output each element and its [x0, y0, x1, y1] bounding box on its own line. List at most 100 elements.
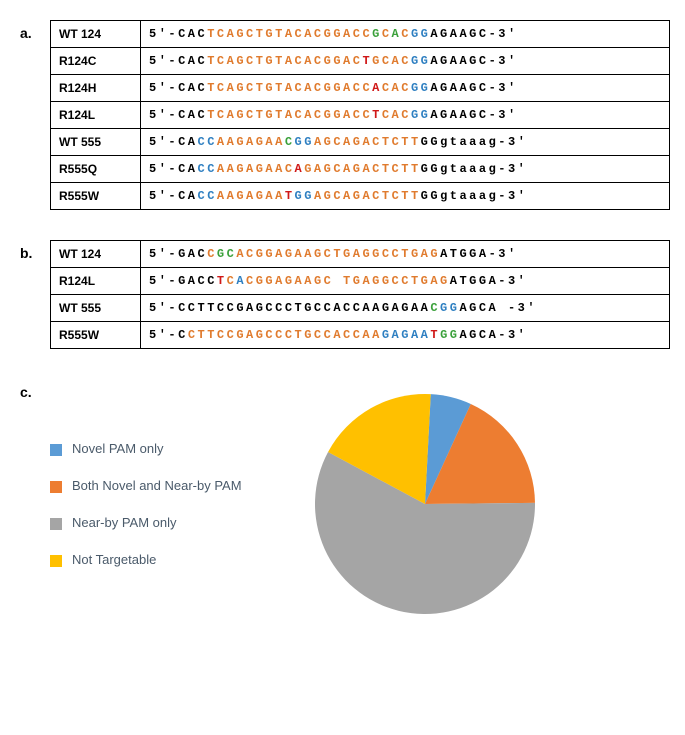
- legend-item: Novel PAM only: [50, 441, 260, 456]
- seq-segment: -3': [498, 162, 527, 176]
- seq-segment: ATGGA: [450, 274, 499, 288]
- table-row: R124C5'-CACTCAGCTGTACACGGACTGCACGGAGAAGC…: [51, 48, 670, 75]
- seq-segment: T: [430, 328, 440, 342]
- row-label: R124L: [51, 102, 141, 129]
- legend-item: Not Targetable: [50, 552, 260, 567]
- table-row: R555Q5'-CACCAAGAGAACAGAGCAGACTCTTGGgtaaa…: [51, 156, 670, 183]
- seq-segment: T: [372, 108, 382, 122]
- seq-segment: AGCAGACTCTT: [314, 189, 421, 203]
- sequence-table-a: WT 1245'-CACTCAGCTGTACACGGACCGCACGGAGAAG…: [50, 20, 670, 210]
- panel-a-label: a.: [20, 25, 32, 41]
- seq-segment: CAC: [382, 81, 411, 95]
- seq-segment: CC: [198, 189, 217, 203]
- seq-segment: CA: [178, 189, 197, 203]
- seq-segment: 5'-: [149, 81, 178, 95]
- seq-segment: GG: [421, 135, 440, 149]
- seq-segment: -3': [498, 328, 527, 342]
- seq-segment: -3': [489, 81, 518, 95]
- seq-segment: C: [227, 274, 237, 288]
- seq-segment: TCAGCTGTACACGGACC: [207, 81, 372, 95]
- table-row: R555W5'-CCTTCCGAGCCCTGCCACCAAGAGAATGGAGC…: [51, 322, 670, 349]
- seq-segment: GG: [411, 54, 430, 68]
- seq-segment: GAGAA: [382, 328, 431, 342]
- seq-segment: 5'-: [149, 54, 178, 68]
- table-row: R124L5'-GACCTCACGGAGAAGC TGAGGCCTGAGATGG…: [51, 268, 670, 295]
- seq-segment: -3': [498, 274, 527, 288]
- seq-segment: gtaaag: [440, 189, 498, 203]
- sequence-cell: 5'-GACCGCACGGAGAAGCTGAGGCCTGAGATGGA-3': [141, 241, 670, 268]
- seq-segment: GG: [421, 162, 440, 176]
- seq-segment: CAC: [178, 108, 207, 122]
- sequence-cell: 5'-CCTTCCGAGCCCTGCCACCAAGAGAACGGAGCA -3': [141, 295, 670, 322]
- row-label: R555W: [51, 183, 141, 210]
- seq-segment: CAC: [178, 81, 207, 95]
- legend-label: Both Novel and Near-by PAM: [72, 478, 242, 493]
- seq-segment: CA: [178, 162, 197, 176]
- seq-segment: A: [295, 162, 305, 176]
- sequence-table-b: WT 1245'-GACCGCACGGAGAAGCTGAGGCCTGAGATGG…: [50, 240, 670, 349]
- seq-segment: CC: [198, 135, 217, 149]
- seq-segment: GG: [295, 135, 314, 149]
- seq-segment: AGAAGC: [430, 54, 488, 68]
- seq-segment: 5'-: [149, 108, 178, 122]
- seq-segment: GAGCAGACTCTT: [304, 162, 420, 176]
- seq-segment: 5'-: [149, 328, 178, 342]
- seq-segment: GAC: [178, 247, 207, 261]
- seq-segment: C: [401, 27, 411, 41]
- seq-segment: CAC: [178, 27, 207, 41]
- seq-segment: 5'-: [149, 162, 178, 176]
- sequence-cell: 5'-CCTTCCGAGCCCTGCCACCAAGAGAATGGAGCA-3': [141, 322, 670, 349]
- legend-item: Near-by PAM only: [50, 515, 260, 530]
- seq-segment: GG: [440, 328, 459, 342]
- table-row: R555W5'-CACCAAGAGAATGGAGCAGACTCTTGGgtaaa…: [51, 183, 670, 210]
- legend-swatch: [50, 555, 62, 567]
- seq-segment: A: [372, 81, 382, 95]
- seq-segment: CCTTCCGAGCCCTGCCACCAAGAGAA: [178, 301, 430, 315]
- seq-segment: GG: [295, 189, 314, 203]
- seq-segment: CAC: [382, 108, 411, 122]
- seq-segment: C: [178, 328, 188, 342]
- row-label: R555W: [51, 322, 141, 349]
- legend-swatch: [50, 481, 62, 493]
- seq-segment: -3': [489, 54, 518, 68]
- seq-segment: CC: [198, 162, 217, 176]
- seq-segment: AAGAGAA: [217, 189, 285, 203]
- seq-segment: CA: [178, 135, 197, 149]
- seq-segment: AGCAGACTCTT: [314, 135, 421, 149]
- sequence-cell: 5'-GACCTCACGGAGAAGC TGAGGCCTGAGATGGA-3': [141, 268, 670, 295]
- seq-segment: TCAGCTGTACACGGAC: [207, 54, 362, 68]
- table-row: WT 5555'-CCTTCCGAGCCCTGCCACCAAGAGAACGGAG…: [51, 295, 670, 322]
- seq-segment: AGAAGC: [430, 108, 488, 122]
- table-row: R124H5'-CACTCAGCTGTACACGGACCACACGGAGAAGC…: [51, 75, 670, 102]
- seq-segment: AGAAGC: [430, 27, 488, 41]
- seq-segment: -3': [498, 189, 527, 203]
- sequence-cell: 5'-CACTCAGCTGTACACGGACCTCACGGAGAAGC-3': [141, 102, 670, 129]
- row-label: R124H: [51, 75, 141, 102]
- panel-c: c. Novel PAM onlyBoth Novel and Near-by …: [25, 379, 660, 629]
- sequence-cell: 5'-CACTCAGCTGTACACGGACCACACGGAGAAGC-3': [141, 75, 670, 102]
- seq-segment: TCAGCTGTACACGGACC: [207, 108, 372, 122]
- panel-b: b. WT 1245'-GACCGCACGGAGAAGCTGAGGCCTGAGA…: [25, 240, 660, 349]
- seq-segment: AGCA: [459, 328, 498, 342]
- seq-segment: GG: [411, 81, 430, 95]
- seq-segment: G: [372, 27, 382, 41]
- seq-segment: CGGAGAAGC TGAGGCCTGAG: [246, 274, 450, 288]
- sequence-cell: 5'-CACCAAGAGAACGGAGCAGACTCTTGGgtaaag-3': [141, 129, 670, 156]
- seq-segment: T: [217, 274, 227, 288]
- panel-c-label: c.: [20, 384, 32, 400]
- legend-label: Not Targetable: [72, 552, 156, 567]
- seq-segment: GG: [411, 27, 430, 41]
- seq-segment: T: [362, 54, 372, 68]
- seq-segment: C: [207, 247, 217, 261]
- seq-segment: gtaaag: [440, 162, 498, 176]
- table-row: WT 1245'-CACTCAGCTGTACACGGACCGCACGGAGAAG…: [51, 21, 670, 48]
- seq-segment: 5'-: [149, 301, 178, 315]
- seq-segment: 5'-: [149, 274, 178, 288]
- legend-label: Novel PAM only: [72, 441, 164, 456]
- pie-chart: [300, 379, 550, 629]
- seq-segment: GACC: [178, 274, 217, 288]
- seq-segment: -3': [489, 108, 518, 122]
- panel-a: a. WT 1245'-CACTCAGCTGTACACGGACCGCACGGAG…: [25, 20, 660, 210]
- seq-segment: AGAAGC: [430, 81, 488, 95]
- seq-segment: A: [236, 274, 246, 288]
